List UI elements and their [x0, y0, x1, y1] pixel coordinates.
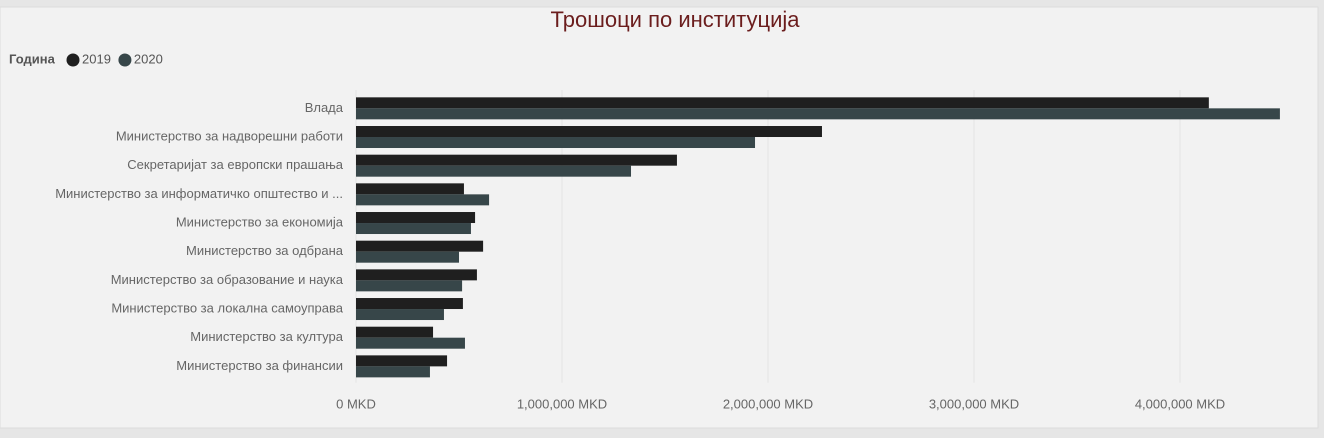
y-tick-label: Министерство за финансии [176, 358, 343, 373]
bar [356, 108, 1280, 120]
y-tick-label: Министерство за образование и наука [111, 272, 344, 287]
bar [356, 326, 434, 338]
legend-marker [66, 53, 80, 67]
legend-label: 2019 [82, 51, 111, 66]
y-tick-label: Влада [305, 100, 344, 115]
y-tick-label: Министерство за одбрана [186, 243, 344, 258]
x-tick-label: 0 MKD [336, 396, 376, 411]
y-tick-label: Министерство за надворешни работи [116, 128, 343, 143]
legend-label: 2020 [134, 51, 163, 66]
x-tick-label: 2,000,000 MKD [723, 396, 813, 411]
bar [356, 280, 463, 292]
bar [356, 194, 490, 206]
bar [356, 165, 632, 177]
bar [356, 251, 459, 263]
bar [356, 298, 463, 310]
legend-marker [118, 53, 132, 67]
legend-title: Година [9, 51, 56, 66]
bar [356, 126, 822, 138]
bar [356, 309, 444, 321]
bar [356, 223, 471, 235]
bar [356, 137, 756, 149]
bar [356, 337, 465, 349]
bar [356, 355, 448, 367]
y-tick-label: Министерство за економија [176, 214, 344, 229]
bar [356, 240, 484, 252]
y-tick-label: Министерство за култура [190, 329, 343, 344]
bar [356, 154, 677, 166]
chart-title: Трошоци по институција [551, 7, 801, 32]
bar [356, 212, 476, 224]
bar [356, 366, 430, 378]
bar [356, 269, 477, 281]
panel [0, 6, 1319, 429]
x-tick-label: 3,000,000 MKD [929, 396, 1019, 411]
x-tick-label: 4,000,000 MKD [1135, 396, 1225, 411]
y-tick-label: Секретаријат за европски прашања [127, 157, 343, 172]
x-tick-label: 1,000,000 MKD [517, 396, 607, 411]
y-tick-label: Министерство за информатичко општество и… [55, 186, 343, 201]
y-tick-label: Министерство за локална самоуправа [111, 300, 343, 315]
bar [356, 97, 1209, 109]
bar [356, 183, 464, 195]
